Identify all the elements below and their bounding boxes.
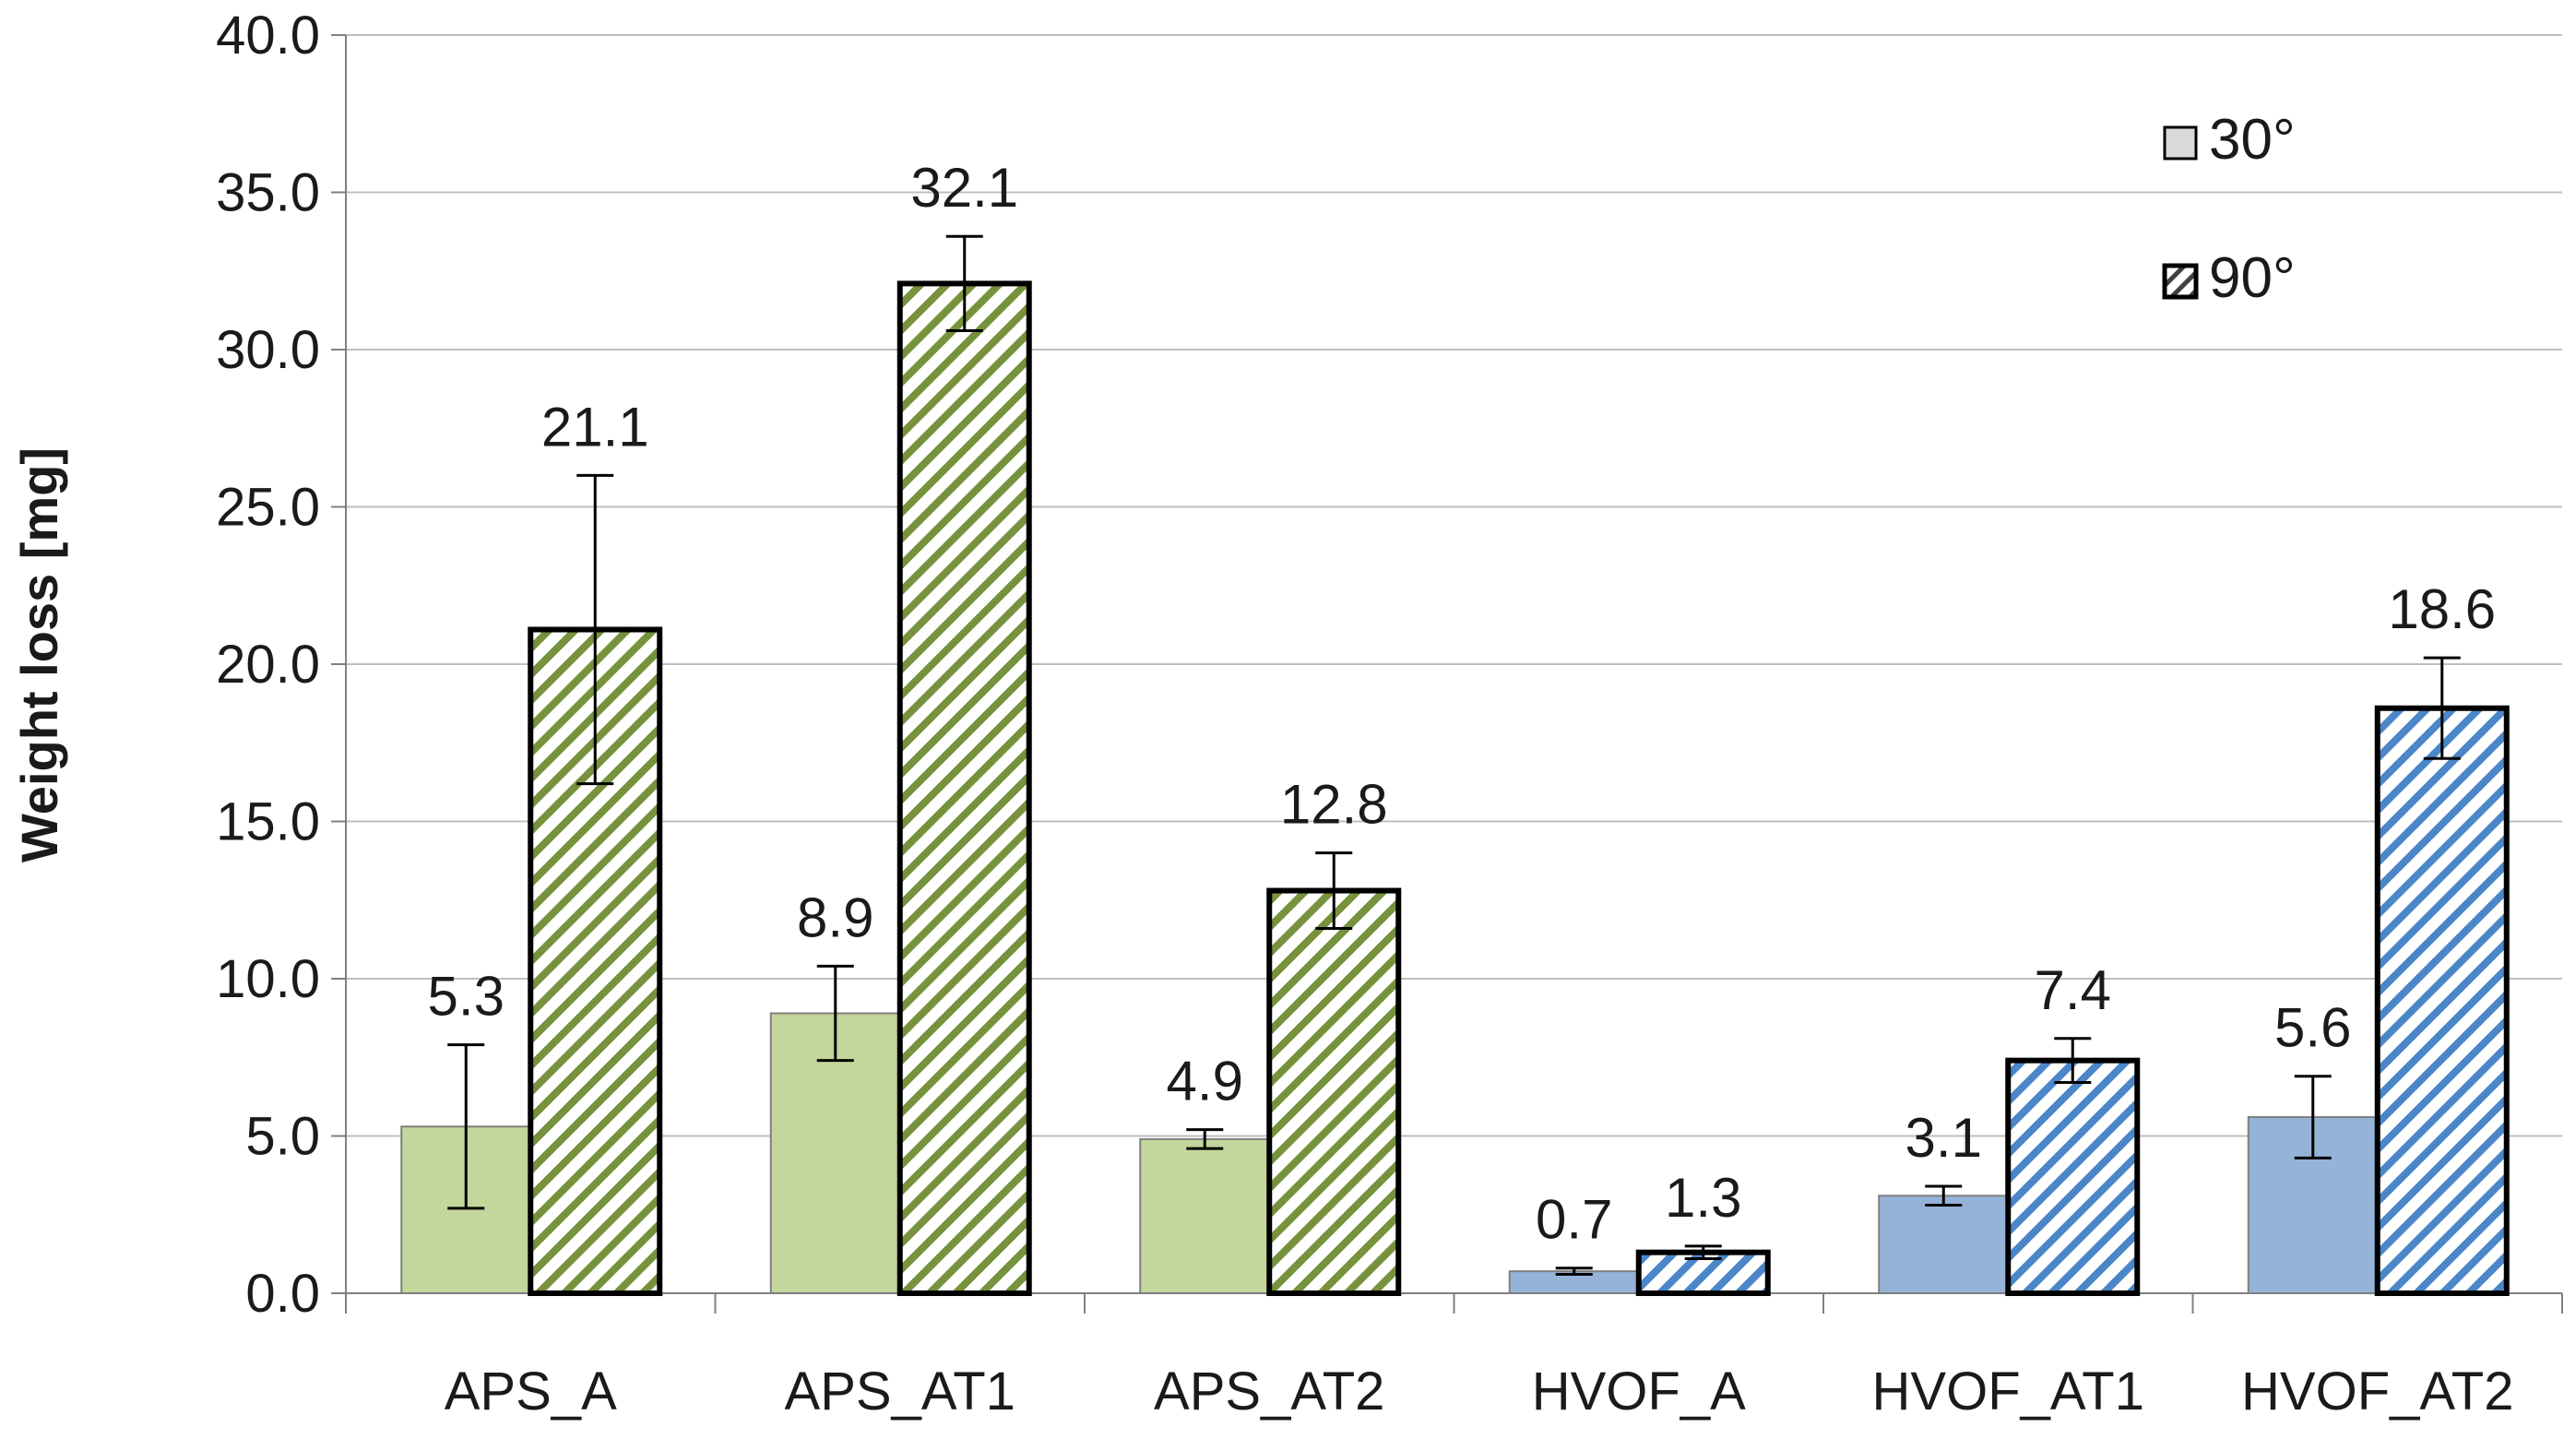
data-label: 18.6 [2388,578,2496,640]
legend: 30° 90° [2162,108,2296,310]
y-tick-label: 15.0 [216,792,320,852]
data-label: 7.4 [2035,959,2111,1021]
data-labels: 5.3 21.1 8.9 32.1 4.9 12.8 0.7 1.3 3.1 7.4 5.6 18.6 [428,157,2497,1250]
bar [1139,1137,1271,1295]
legend-swatch [2163,125,2198,161]
y-tick-label: 10.0 [216,949,320,1009]
data-label: 4.9 [1167,1051,1243,1112]
legend-swatch [2162,263,2199,300]
bar [1878,1195,2010,1295]
x-tick-label: APS_AT1 [785,1362,1015,1421]
bar [2005,1057,2141,1297]
data-label: 32.1 [910,157,1018,219]
y-tick-label: 30.0 [216,320,320,380]
bar [896,280,1032,1296]
y-tick-label: 0.0 [245,1264,320,1324]
data-label: 12.8 [1280,774,1388,836]
y-tick-label: 35.0 [216,163,320,223]
y-tick-label: 25.0 [216,478,320,538]
data-label: 5.3 [428,966,505,1028]
data-label: 3.1 [1905,1107,1982,1169]
data-label: 1.3 [1665,1167,1741,1229]
axes: 0.0 5.0 10.0 15.0 20.0 25.0 30.0 35.0 40.0 APS_A A… [216,6,2563,1421]
data-label: 8.9 [797,886,873,948]
y-tick-label: 20.0 [216,635,320,695]
x-tick-label: HVOF_AT2 [2241,1362,2513,1421]
data-label: 5.6 [2274,997,2351,1059]
x-tick-label: APS_AT2 [1154,1362,1384,1421]
error-bars [447,234,2461,1277]
y-axis-title: Weight loss [mg] [10,447,68,862]
x-tick-label: APS_A [445,1362,617,1421]
bar [2374,705,2510,1296]
y-tick-label: 40.0 [216,6,320,65]
gridlines [346,34,2562,1137]
legend-label: 30° [2209,108,2296,172]
y-tick-label: 5.0 [245,1107,320,1167]
bars [400,280,2510,1297]
data-label: 0.7 [1536,1189,1612,1251]
x-tick-label: HVOF_A [1532,1362,1746,1421]
legend-label: 90° [2209,246,2296,310]
data-label: 21.1 [541,396,649,458]
bar [1266,887,1402,1297]
x-tick-label: HVOF_AT1 [1872,1362,2144,1421]
